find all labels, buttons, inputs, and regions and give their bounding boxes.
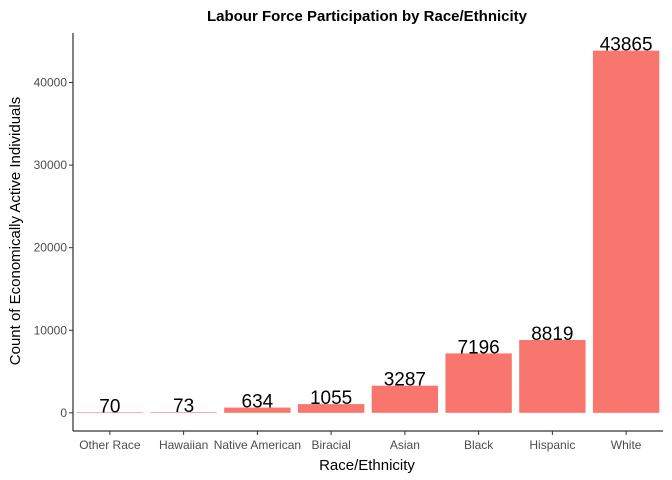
y-tick-label: 0 [60,406,67,420]
data-label: 7196 [457,337,499,358]
y-axis-title: Count of Economically Active Individuals [7,97,24,365]
x-axis-title: Race/Ethnicity [319,457,415,474]
x-tick-label: Other Race [79,438,141,452]
x-tick-label: Black [464,438,494,452]
x-tick-label: Biracial [311,438,350,452]
bar [519,340,586,413]
bar [76,412,144,413]
bar [445,353,512,413]
data-label: 634 [242,392,274,413]
chart-title: Labour Force Participation by Race/Ethni… [207,8,528,25]
x-tick-label: Asian [390,438,420,452]
x-tick-label: Native American [214,438,301,452]
y-tick-label: 40000 [34,76,68,90]
data-label: 70 [99,396,120,417]
bar [371,385,439,413]
x-tick-label: Hawaiian [159,438,208,452]
data-label: 1055 [310,388,352,409]
x-tick-label: White [611,438,642,452]
data-label: 73 [173,396,194,417]
data-label: 8819 [531,324,573,345]
plot-area: 70 73 634 1055 3287 7196 8819 43865 0 10000 20000 3… [34,33,663,452]
data-label: 43865 [600,35,653,56]
y-tick-label: 20000 [34,241,68,255]
y-tick-label: 10000 [34,323,68,337]
x-tick-label: Hispanic [529,438,575,452]
bar [150,412,217,413]
data-label: 3287 [384,370,426,391]
y-tick-label: 30000 [34,158,68,172]
bar [224,407,291,413]
bar [592,50,660,413]
bar [297,404,365,413]
